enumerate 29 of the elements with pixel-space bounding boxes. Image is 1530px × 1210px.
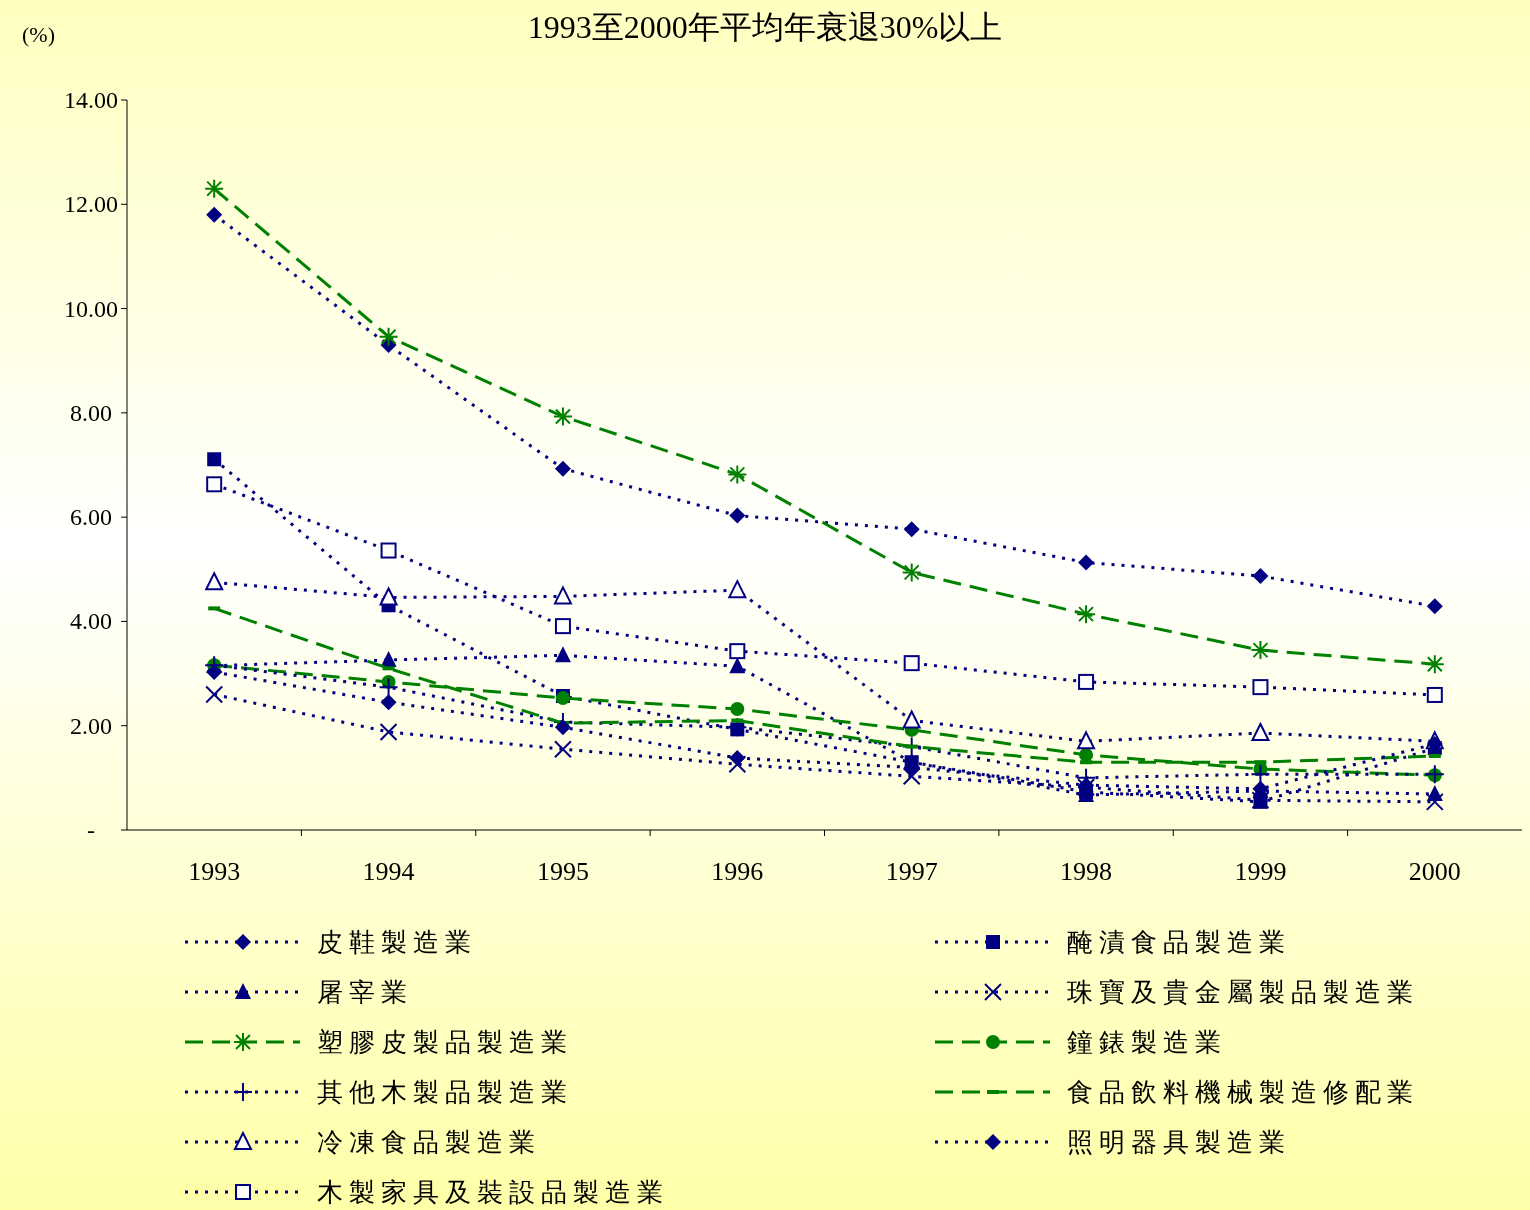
x-tick-label: 1998 bbox=[1060, 857, 1113, 886]
legend-label: 醃漬食品製造業 bbox=[1067, 928, 1291, 957]
legend-label: 塑膠皮製品製造業 bbox=[317, 1028, 573, 1057]
chart-title: 1993至2000年平均年衰退30%以上 bbox=[527, 9, 1003, 45]
legend-label: 其他木製品製造業 bbox=[317, 1078, 573, 1107]
x-tick-label: 1994 bbox=[362, 857, 415, 886]
x-tick-label: 1996 bbox=[711, 857, 764, 886]
y-tick-label: 10.00 bbox=[64, 295, 118, 322]
x-tick-label: 2000 bbox=[1408, 857, 1461, 886]
legend-label: 照明器具製造業 bbox=[1067, 1128, 1291, 1157]
x-tick-label: 1997 bbox=[885, 857, 938, 886]
legend-label: 冷凍食品製造業 bbox=[317, 1128, 541, 1157]
x-tick-label: 1999 bbox=[1234, 857, 1287, 886]
y-tick-label: 8.00 bbox=[70, 399, 112, 426]
y-tick-label: 12.00 bbox=[64, 191, 118, 218]
y-tick-label: 4.00 bbox=[70, 608, 112, 635]
legend-label: 珠寶及貴金屬製品製造業 bbox=[1067, 978, 1419, 1007]
legend-label: 屠宰業 bbox=[317, 978, 413, 1007]
legend-label: 皮鞋製造業 bbox=[317, 928, 477, 957]
legend-label: 鐘錶製造業 bbox=[1067, 1028, 1227, 1057]
y-axis-title: (%) bbox=[22, 22, 55, 47]
y-tick-label: 6.00 bbox=[70, 504, 112, 531]
x-tick-label: 1995 bbox=[536, 857, 589, 886]
x-tick-label: 1993 bbox=[188, 857, 241, 886]
legend-label: 木製家具及裝設品製造業 bbox=[317, 1178, 669, 1207]
legend-label: 食品飲料機械製造修配業 bbox=[1067, 1078, 1419, 1107]
y-tick-label: 2.00 bbox=[70, 712, 112, 739]
y-tick-label: - bbox=[87, 817, 95, 843]
y-tick-label: 14.00 bbox=[64, 87, 118, 113]
